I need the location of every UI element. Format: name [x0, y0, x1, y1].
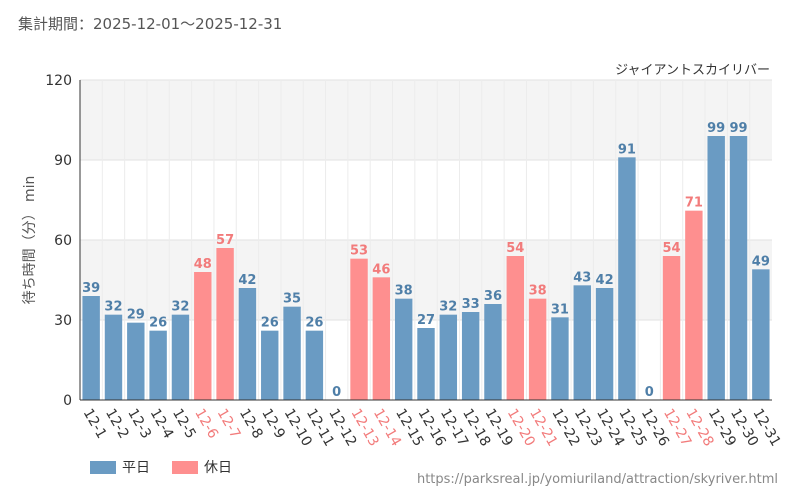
bar	[171, 314, 190, 400]
bar	[662, 256, 681, 400]
bar-value-label: 32	[171, 300, 189, 315]
bar-value-label: 35	[283, 292, 301, 307]
bar-value-label: 38	[395, 284, 413, 299]
y-tick-label: 120	[45, 73, 72, 89]
bar-value-labels: 39 32 29 26 32 48 57 42 26 35 26 0 53 46 38 27 32 33 36 54 3…	[82, 121, 770, 400]
bar-value-label: 0	[645, 385, 654, 400]
bar-value-label: 46	[372, 262, 390, 277]
bar-value-label: 33	[462, 297, 480, 312]
bar	[283, 306, 301, 400]
bar-value-label: 42	[596, 273, 614, 288]
chart-band	[80, 80, 772, 160]
legend-swatch-weekday	[90, 460, 116, 474]
bar-value-label: 27	[417, 313, 435, 328]
bar	[238, 288, 257, 400]
legend-label-holiday: 休日	[204, 460, 232, 476]
bar	[216, 248, 234, 400]
legend-item-weekday[interactable]: 平日	[90, 457, 150, 477]
bar	[394, 298, 413, 400]
bar	[461, 312, 480, 400]
legend-item-holiday[interactable]: 休日	[172, 457, 232, 477]
bar-value-label: 42	[238, 273, 256, 288]
bar	[729, 136, 748, 400]
bar	[194, 272, 212, 400]
bar	[261, 330, 279, 400]
bar-value-label: 91	[618, 142, 636, 157]
y-tick-label: 90	[54, 153, 72, 169]
y-tick-label: 60	[54, 233, 72, 249]
bar	[350, 258, 368, 400]
bar	[707, 136, 725, 400]
y-tick-labels: 0 30 60 90 120	[45, 73, 72, 409]
bar-value-label: 39	[82, 281, 100, 296]
legend: 平日 休日	[90, 457, 232, 477]
bar	[506, 256, 524, 400]
bar	[618, 157, 636, 400]
bar-value-label: 48	[194, 257, 212, 272]
bar	[104, 314, 123, 400]
bar	[305, 330, 324, 400]
bar-value-label: 38	[529, 284, 547, 299]
bar-value-label: 29	[127, 308, 145, 323]
bar	[372, 277, 391, 400]
bar	[685, 210, 703, 400]
bar	[484, 304, 502, 400]
bar-value-label: 99	[707, 121, 725, 136]
bar-value-label: 26	[149, 316, 167, 331]
bar-value-label: 31	[551, 302, 569, 317]
bar	[82, 296, 100, 400]
bar-value-label: 32	[439, 300, 457, 315]
bar-value-label: 43	[573, 270, 591, 285]
chart-title: ジャイアントスカイリバー	[615, 63, 770, 78]
bar	[551, 317, 569, 400]
chart-bars	[82, 136, 770, 401]
legend-label-weekday: 平日	[122, 460, 150, 476]
bar	[528, 298, 547, 400]
source-url[interactable]: https://parksreal.jp/yomiuriland/attract…	[416, 472, 778, 487]
bar	[573, 285, 591, 400]
bar-value-label: 71	[685, 196, 703, 211]
bar-value-label: 49	[752, 254, 770, 269]
bar	[439, 314, 458, 400]
y-tick-label: 0	[63, 393, 72, 409]
bar-value-label: 99	[729, 121, 747, 136]
y-tick-label: 30	[54, 313, 72, 329]
legend-swatch-holiday	[172, 460, 198, 474]
bar-value-label: 53	[350, 244, 368, 259]
y-axis-label: 待ち時間（分） min	[22, 176, 38, 305]
bar-value-label: 54	[663, 241, 681, 256]
bar-value-label: 26	[305, 316, 323, 331]
chart-axes	[79, 80, 772, 401]
x-tick-labels: 12-112-212-312-412-512-612-712-812-912-1…	[80, 406, 784, 449]
bar	[595, 288, 614, 400]
bar-value-label: 54	[506, 241, 524, 256]
bar-value-label: 0	[332, 385, 341, 400]
bar	[417, 328, 435, 400]
bar-value-label: 36	[484, 289, 502, 304]
bar	[127, 322, 145, 400]
bar	[149, 330, 167, 400]
bar-value-label: 32	[104, 300, 122, 315]
bar-value-label: 26	[261, 316, 279, 331]
period-label: 集計期間：2025-12-01〜2025-12-31	[18, 15, 283, 33]
bar	[752, 269, 770, 400]
bar-value-label: 57	[216, 233, 234, 248]
chart-band	[80, 160, 772, 240]
